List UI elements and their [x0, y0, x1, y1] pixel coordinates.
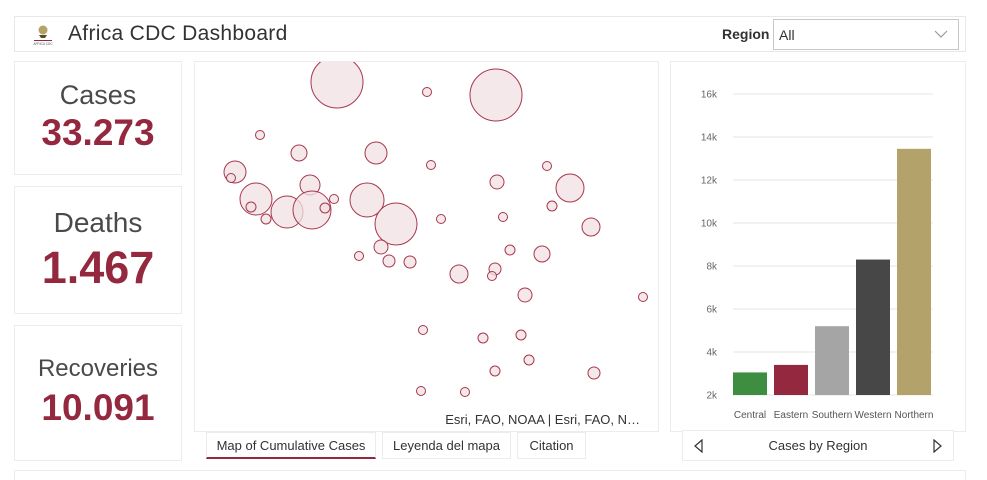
x-category-label: Eastern: [774, 410, 808, 421]
case-bubble[interactable]: [329, 194, 339, 204]
case-bubble[interactable]: [374, 202, 418, 246]
case-bubble[interactable]: [504, 244, 516, 256]
header-bar: AFRICA CDC Africa CDC Dashboard Region A…: [14, 16, 966, 52]
recoveries-label: Recoveries: [37, 355, 159, 382]
region-filter-label: Region: [722, 26, 770, 42]
y-tick-label: 2k: [706, 391, 718, 402]
y-tick-label: 10k: [701, 219, 718, 230]
case-bubble[interactable]: [460, 387, 470, 397]
bar-chart: 2k 4k 6k 8k 10k 12k 14k 16k Central Eastern Southe…: [701, 90, 934, 422]
cases-value: 33.273: [41, 112, 155, 153]
case-bubble[interactable]: [403, 255, 417, 269]
triangle-right-icon[interactable]: [931, 439, 943, 453]
cases-map[interactable]: Esri, FAO, NOAA | Esri, FAO, N…: [194, 61, 659, 432]
case-bubble[interactable]: [546, 200, 558, 212]
y-tick-label: 4k: [706, 348, 718, 359]
case-bubble[interactable]: [489, 174, 505, 190]
case-bubble[interactable]: [226, 173, 236, 183]
x-category-label: Central: [734, 410, 766, 421]
case-bubble[interactable]: [310, 62, 364, 109]
tab-citation[interactable]: Citation: [517, 432, 586, 459]
case-bubble[interactable]: [487, 271, 497, 281]
deaths-card: Deaths 1.467: [14, 186, 182, 314]
case-bubble[interactable]: [349, 182, 385, 218]
x-category-label: Northern: [895, 410, 934, 421]
cases-label: Cases: [59, 80, 137, 110]
case-bubble[interactable]: [260, 213, 272, 225]
y-tick-label: 6k: [706, 305, 718, 316]
case-bubble[interactable]: [292, 190, 332, 230]
cases-card: Cases 33.273: [14, 61, 182, 175]
case-bubble[interactable]: [477, 332, 489, 344]
case-bubble[interactable]: [581, 217, 601, 237]
x-category-label: Western: [854, 410, 891, 421]
case-bubble[interactable]: [515, 329, 527, 341]
deaths-label: Deaths: [53, 207, 143, 238]
case-bubble[interactable]: [382, 254, 396, 268]
footer-panel: [14, 470, 966, 480]
case-bubble[interactable]: [319, 202, 331, 214]
triangle-left-icon[interactable]: [693, 439, 705, 453]
case-bubble[interactable]: [416, 386, 426, 396]
case-bubble[interactable]: [290, 144, 308, 162]
case-bubble[interactable]: [436, 214, 446, 224]
tab-map-legend[interactable]: Leyenda del mapa: [382, 432, 511, 459]
y-tick-label: 16k: [701, 90, 718, 101]
recoveries-value: 10.091: [41, 387, 155, 428]
y-tick-label: 12k: [701, 176, 718, 187]
page-title: Africa CDC Dashboard: [68, 22, 288, 45]
case-bubble[interactable]: [245, 201, 257, 213]
tab-map-of-cumulative-cases[interactable]: Map of Cumulative Cases: [206, 432, 376, 459]
deaths-value: 1.467: [41, 242, 155, 293]
case-bubble[interactable]: [533, 245, 551, 263]
bar-southern[interactable]: [815, 326, 849, 395]
map-attribution: Esri, FAO, NOAA | Esri, FAO, N…: [445, 412, 640, 427]
case-bubble[interactable]: [364, 141, 388, 165]
case-bubble[interactable]: [426, 160, 436, 170]
case-bubble[interactable]: [239, 182, 273, 216]
logo-text: AFRICA CDC: [33, 42, 53, 46]
cases-by-region-chart: 2k 4k 6k 8k 10k 12k 14k 16k Central Eastern Southe…: [670, 61, 966, 432]
chart-nav-label: Cases by Region: [768, 438, 868, 453]
case-bubble[interactable]: [418, 325, 428, 335]
case-bubble[interactable]: [555, 173, 585, 203]
case-bubble[interactable]: [587, 366, 601, 380]
chevron-down-icon: [934, 30, 948, 38]
case-bubble[interactable]: [354, 251, 364, 261]
chart-navigation: Cases by Region: [682, 430, 954, 461]
y-tick-label: 8k: [706, 262, 718, 273]
case-bubble[interactable]: [489, 365, 501, 377]
bar-northern[interactable]: [897, 148, 931, 395]
y-tick-label: 14k: [701, 133, 718, 144]
case-bubble[interactable]: [422, 87, 432, 97]
africa-cdc-logo: AFRICA CDC: [33, 25, 53, 46]
bar-central[interactable]: [733, 372, 767, 395]
case-bubble[interactable]: [638, 292, 648, 302]
case-bubble[interactable]: [542, 161, 552, 171]
case-bubble[interactable]: [523, 354, 535, 366]
case-bubble[interactable]: [373, 239, 389, 255]
bar-western[interactable]: [856, 259, 890, 395]
region-select[interactable]: All: [773, 19, 959, 50]
bar-eastern[interactable]: [774, 364, 808, 395]
case-bubble[interactable]: [449, 264, 469, 284]
region-select-value: All: [779, 27, 795, 43]
case-bubble[interactable]: [255, 130, 265, 140]
case-bubble[interactable]: [469, 68, 523, 122]
case-bubble[interactable]: [498, 212, 508, 222]
recoveries-card: Recoveries 10.091: [14, 325, 182, 461]
bubble-layer: [223, 62, 648, 397]
x-category-label: Southern: [812, 410, 853, 421]
case-bubble[interactable]: [517, 287, 533, 303]
